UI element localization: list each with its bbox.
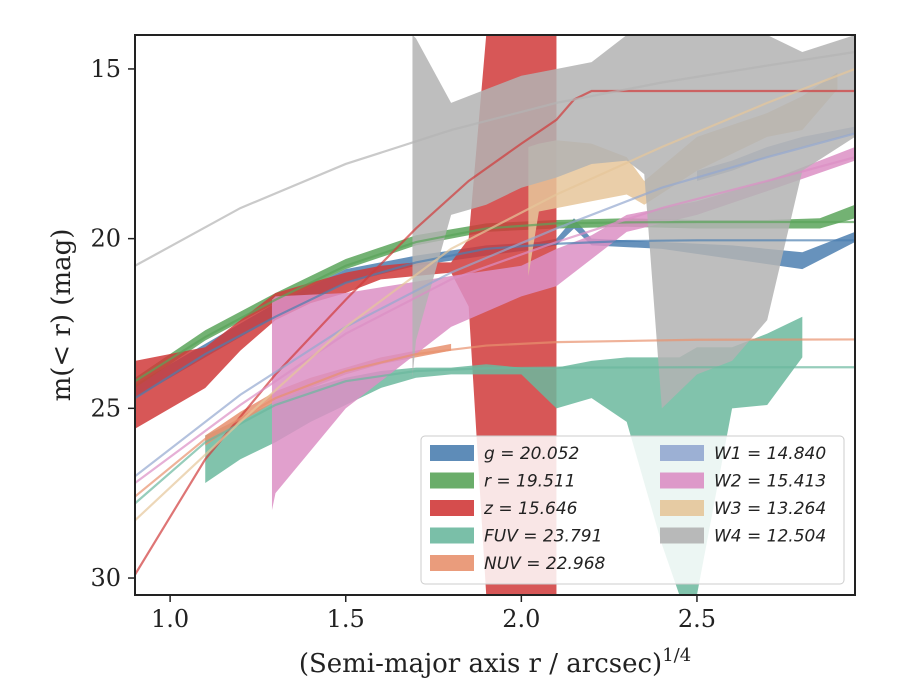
- model-curve-fuv: [135, 366, 855, 505]
- y-tick-label: 20: [90, 225, 121, 253]
- model-curve-r: [135, 220, 855, 383]
- legend-label-nuv: NUV = 22.968: [484, 554, 606, 574]
- legend-label-fuv: FUV = 23.791: [484, 527, 602, 547]
- x-axis-label: (Semi-major axis r / arcsec)1/4: [299, 645, 691, 679]
- y-axis-label: m(< r) (mag): [47, 229, 77, 402]
- model-curve-w4: [135, 50, 855, 267]
- legend-swatch-w1: [660, 445, 704, 461]
- legend-swatch-nuv: [430, 555, 474, 571]
- legend-label-w4: W4 = 12.504: [714, 527, 826, 547]
- x-axis-label-superscript: 1/4: [662, 645, 691, 666]
- y-tick-label: 15: [90, 55, 121, 83]
- legend: g = 20.052 W1 = 14.840 r = 19.511 W2 = 15.4…: [420, 435, 845, 585]
- legend-box: [420, 435, 845, 585]
- x-tick-label: 1.5: [327, 605, 365, 633]
- y-tick-label: 30: [90, 564, 121, 592]
- model-curves: [135, 50, 855, 576]
- x-tick-label: 2.0: [502, 605, 540, 633]
- model-curve-w3: [135, 67, 855, 522]
- legend-label-z: z = 15.646: [483, 499, 578, 519]
- model-curve-g: [135, 239, 855, 400]
- model-curve-nuv: [135, 338, 855, 498]
- x-axis-ticks: 1.0 1.5 2.0 2.5: [151, 595, 716, 633]
- band-w2: [271, 147, 855, 511]
- legend-swatch-r: [430, 472, 474, 489]
- y-tick-label: 25: [90, 394, 121, 422]
- legend-swatch-fuv: [430, 527, 474, 544]
- model-curve-w1: [135, 132, 855, 478]
- y-axis-ticks: 15 20 25 30: [90, 55, 135, 592]
- legend-swatch-w4: [660, 527, 704, 544]
- legend-swatch-w2: [660, 472, 704, 489]
- legend-label-w1: W1 = 14.840: [714, 444, 826, 464]
- legend-label-r: r = 19.511: [484, 472, 576, 492]
- legend-label-g: g = 20.052: [484, 444, 579, 464]
- plot-frame: [134, 34, 856, 596]
- legend-swatch-g: [430, 445, 474, 461]
- legend-swatch-z: [430, 500, 474, 516]
- model-curve-w2: [135, 156, 855, 484]
- legend-swatch-w3: [660, 500, 704, 516]
- x-tick-label: 1.0: [151, 605, 189, 633]
- band-nuv: [205, 343, 452, 446]
- band-w4: [412, 35, 855, 409]
- legend-label-w2: W2 = 15.413: [714, 472, 826, 492]
- legend-label-w3: W3 = 13.264: [714, 499, 826, 519]
- x-tick-label: 2.5: [678, 605, 716, 633]
